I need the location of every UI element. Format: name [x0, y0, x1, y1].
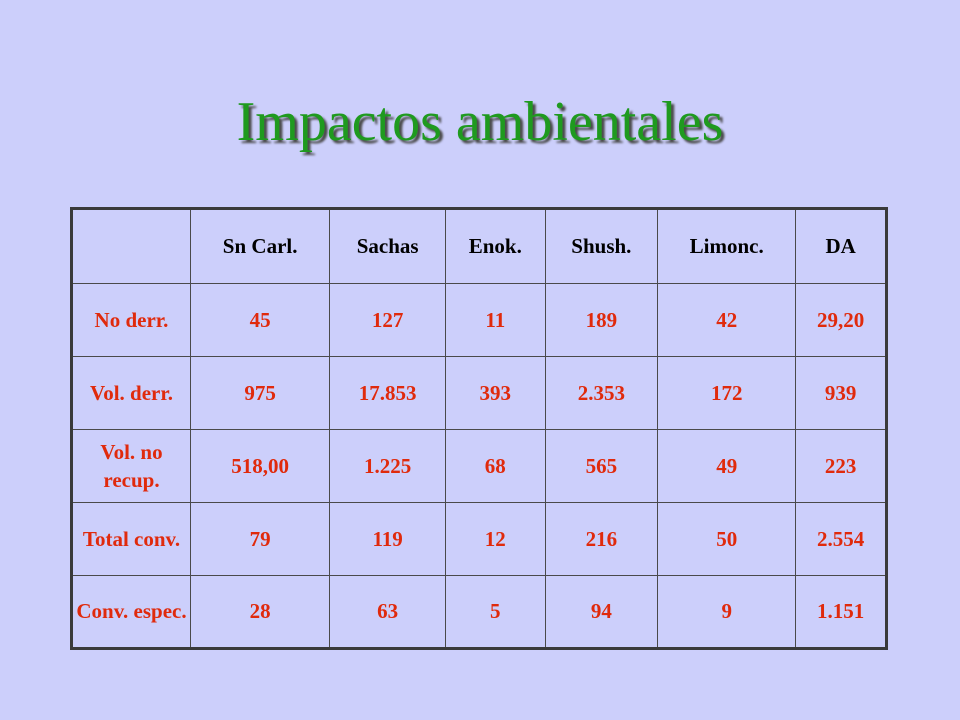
header-sachas: Sachas: [329, 208, 446, 284]
row-label: Vol. derr.: [71, 356, 191, 430]
table-cell: 5: [444, 575, 546, 649]
header-enok: Enok.: [444, 208, 546, 284]
header-row: Sn Carl. Sachas Enok. Shush. Limonc. DA: [71, 208, 887, 284]
table-cell: 939: [795, 356, 887, 430]
table-cell: 518,00: [189, 429, 331, 503]
table-cell: 189: [544, 283, 659, 357]
table-cell: 172: [657, 356, 797, 430]
table-row: Total conv. 79 119 12 216 50 2.554: [71, 502, 887, 576]
row-label: Conv. espec.: [71, 575, 191, 649]
table-cell: 49: [657, 429, 797, 503]
table-cell: 12: [444, 502, 546, 576]
impacts-table: Sn Carl. Sachas Enok. Shush. Limonc. DA …: [70, 207, 888, 650]
table-cell: 63: [329, 575, 446, 649]
header-sn-carl: Sn Carl.: [189, 208, 331, 284]
table-cell: 9: [657, 575, 797, 649]
header-corner-cell: [71, 208, 191, 284]
table-cell: 216: [544, 502, 659, 576]
table-cell: 119: [329, 502, 446, 576]
table-cell: 29,20: [795, 283, 887, 357]
table-row: Vol. derr. 975 17.853 393 2.353 172 939: [71, 356, 887, 430]
table-row: Conv. espec. 28 63 5 94 9 1.151: [71, 575, 887, 649]
table-cell: 42: [657, 283, 797, 357]
table-row: No derr. 45 127 11 189 42 29,20: [71, 283, 887, 357]
table-cell: 975: [189, 356, 331, 430]
slide-title: Impactos ambientales: [236, 91, 724, 153]
table-cell: 94: [544, 575, 659, 649]
table-cell: 17.853: [329, 356, 446, 430]
table-cell: 223: [795, 429, 887, 503]
header-shush: Shush.: [544, 208, 659, 284]
table-cell: 11: [444, 283, 546, 357]
row-label: Total conv.: [71, 502, 191, 576]
table-cell: 68: [444, 429, 546, 503]
header-da: DA: [795, 208, 887, 284]
table-cell: 393: [444, 356, 546, 430]
table-cell: 1.225: [329, 429, 446, 503]
table-cell: 45: [189, 283, 331, 357]
table-cell: 127: [329, 283, 446, 357]
table-cell: 50: [657, 502, 797, 576]
table-cell: 28: [189, 575, 331, 649]
table-row: Vol. no recup. 518,00 1.225 68 565 49 22…: [71, 429, 887, 503]
table-cell: 565: [544, 429, 659, 503]
table-cell: 1.151: [795, 575, 887, 649]
table-cell: 2.554: [795, 502, 887, 576]
row-label: Vol. no recup.: [71, 429, 191, 503]
table-cell: 2.353: [544, 356, 659, 430]
table-cell: 79: [189, 502, 331, 576]
row-label: No derr.: [71, 283, 191, 357]
header-limonc: Limonc.: [657, 208, 797, 284]
